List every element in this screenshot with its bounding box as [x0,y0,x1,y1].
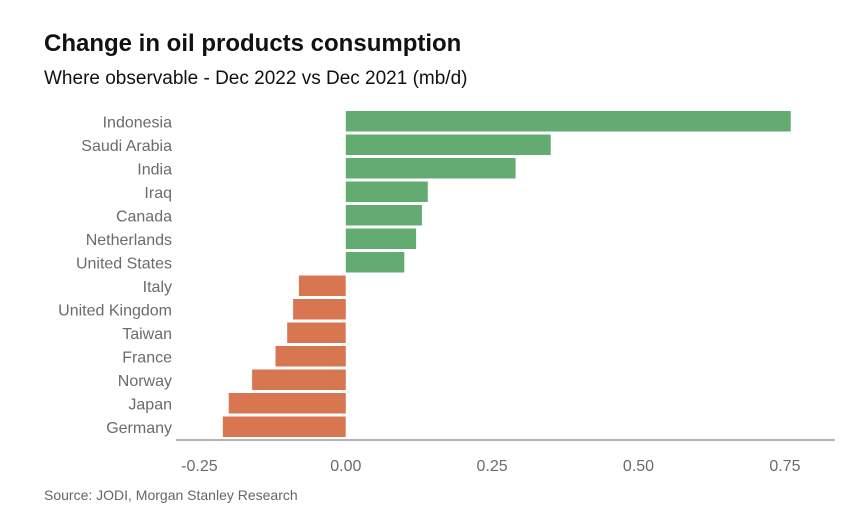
bar-norway [252,369,346,390]
bars-group [222,111,791,437]
bar-saudi-arabia [345,134,551,155]
x-axis-ticks: -0.25 0.00 0.25 0.50 0.75 [181,458,800,475]
category-label-germany: Germany [106,420,172,437]
bar-canada [345,205,422,226]
bar-indonesia [345,111,791,132]
bar-germany [222,416,346,437]
bar-italy [298,275,346,296]
bar-united-states [345,252,405,273]
category-label-netherlands: Netherlands [86,232,172,249]
category-label-united-kingdom: United Kingdom [58,302,172,319]
category-label-iraq: Iraq [144,185,172,202]
bar-taiwan [287,322,346,343]
category-label-canada: Canada [116,208,172,225]
category-label-japan: Japan [128,396,172,413]
x-tick-label: 0.50 [623,458,654,475]
x-tick-label: -0.25 [181,458,218,475]
category-label-france: France [122,349,172,366]
source-note: Source: JODI, Morgan Stanley Research [44,487,298,503]
x-tick-label: 0.00 [330,458,361,475]
category-labels: Indonesia Saudi Arabia India Iraq Canada Neth… [58,114,172,437]
category-label-taiwan: Taiwan [122,326,172,343]
bar-netherlands [345,228,417,249]
category-label-norway: Norway [118,373,172,390]
chart-subtitle: Where observable - Dec 2022 vs Dec 2021 … [44,68,468,89]
x-tick-label: 0.75 [769,458,800,475]
category-label-italy: Italy [143,279,172,296]
bar-japan [228,393,346,414]
category-label-indonesia: Indonesia [103,114,172,131]
bar-india [345,158,516,179]
x-tick-label: 0.25 [477,458,508,475]
bar-united-kingdom [293,299,346,320]
category-label-united-states: United States [76,255,172,272]
bar-france [275,346,346,367]
category-label-saudi-arabia: Saudi Arabia [81,138,172,155]
bar-iraq [345,181,428,202]
category-label-india: India [137,161,172,178]
chart-title: Change in oil products consumption [44,30,462,57]
